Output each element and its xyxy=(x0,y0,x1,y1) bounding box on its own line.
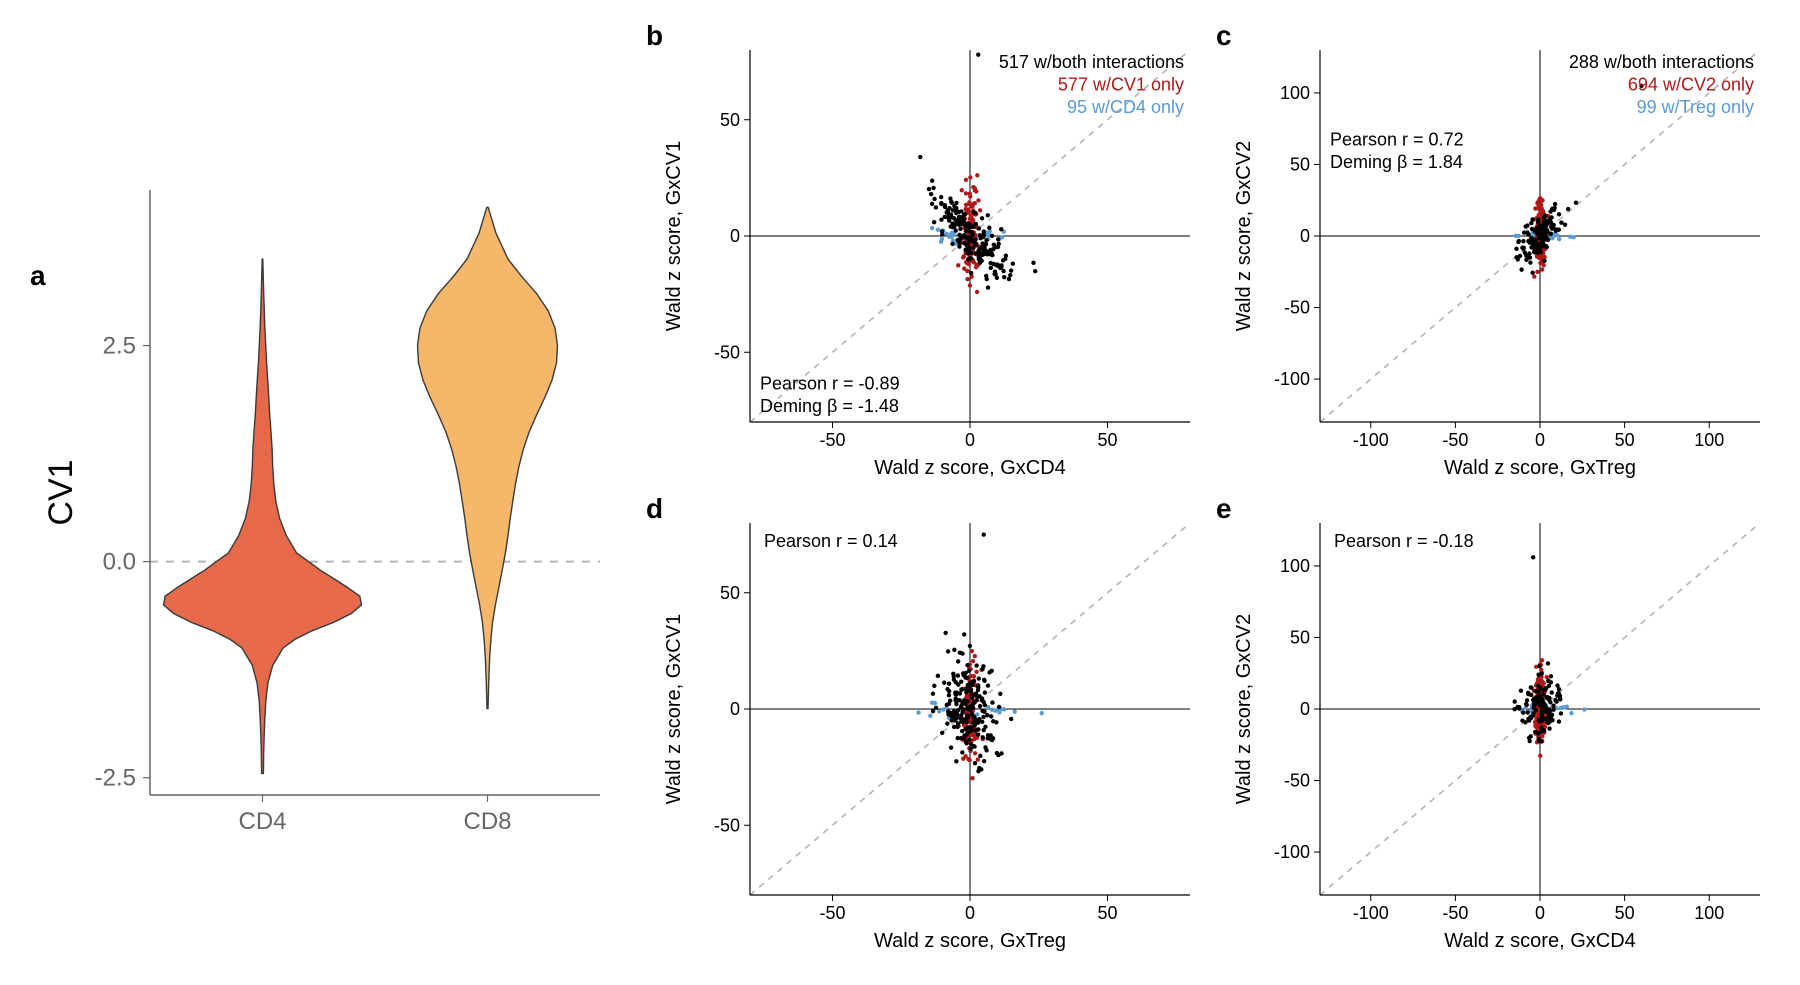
panel-label-c: c xyxy=(1216,20,1232,52)
svg-text:-50: -50 xyxy=(714,342,740,362)
panel-a-region: a -2.5 0.0 2.5 CD4 CD8 CV1 xyxy=(20,20,640,965)
svg-text:0: 0 xyxy=(1535,903,1545,923)
svg-text:Pearson r = -0.89: Pearson r = -0.89 xyxy=(760,374,900,394)
svg-text:-50: -50 xyxy=(1284,298,1310,318)
svg-text:Pearson r = -0.18: Pearson r = -0.18 xyxy=(1334,531,1474,551)
svg-text:Pearson r = 0.72: Pearson r = 0.72 xyxy=(1330,130,1464,150)
svg-text:Wald z score, GxTreg: Wald z score, GxTreg xyxy=(1444,457,1636,479)
svg-text:-50: -50 xyxy=(819,903,845,923)
svg-text:50: 50 xyxy=(1615,430,1635,450)
svg-text:0: 0 xyxy=(965,903,975,923)
panel-d-cell: d -50 0 50 -50 0 50 Wald z score, GxTreg Wald z… xyxy=(640,493,1210,966)
svg-text:50: 50 xyxy=(720,582,740,602)
svg-text:CD8: CD8 xyxy=(463,808,511,835)
svg-text:-100: -100 xyxy=(1274,369,1310,389)
scatter-b: -50 0 50 -50 0 50 Wald z score, GxCD4 Wald z sc… xyxy=(640,20,1210,492)
svg-text:100: 100 xyxy=(1280,555,1310,575)
svg-text:0: 0 xyxy=(1535,430,1545,450)
svg-text:100: 100 xyxy=(1694,430,1724,450)
panel-label-d: d xyxy=(646,493,663,525)
svg-text:50: 50 xyxy=(1290,154,1310,174)
svg-text:0: 0 xyxy=(730,226,740,246)
right-grid: b -50 0 50 -50 0 50 Wald z score, GxCD4 Wald z … xyxy=(640,20,1780,965)
svg-text:50: 50 xyxy=(1615,903,1635,923)
svg-text:Wald z score, GxCV2: Wald z score, GxCV2 xyxy=(1233,613,1255,803)
panel-c-cell: c -100 -50 0 50 100 -100 -50 0 50 100 Wald z score… xyxy=(1210,20,1780,493)
svg-text:99 w/Treg only: 99 w/Treg only xyxy=(1637,97,1754,117)
svg-text:-2.5: -2.5 xyxy=(95,765,136,792)
svg-text:288 w/both interactions: 288 w/both interactions xyxy=(1569,52,1754,72)
svg-text:-50: -50 xyxy=(1284,770,1310,790)
svg-text:694 w/CV2 only: 694 w/CV2 only xyxy=(1628,75,1754,95)
svg-text:Deming β = 1.84: Deming β = 1.84 xyxy=(1330,152,1463,172)
panel-b-cell: b -50 0 50 -50 0 50 Wald z score, GxCD4 Wald z … xyxy=(640,20,1210,493)
svg-text:-50: -50 xyxy=(1442,430,1468,450)
svg-text:50: 50 xyxy=(1097,903,1117,923)
svg-text:Wald z score, GxCV1: Wald z score, GxCV1 xyxy=(663,613,685,803)
svg-text:-100: -100 xyxy=(1353,430,1389,450)
svg-text:Wald z score, GxTreg: Wald z score, GxTreg xyxy=(874,930,1066,952)
svg-text:CV1: CV1 xyxy=(42,459,80,525)
svg-text:0: 0 xyxy=(1300,699,1310,719)
svg-text:Pearson r = 0.14: Pearson r = 0.14 xyxy=(764,531,898,551)
scatter-e: -100 -50 0 50 100 -100 -50 0 50 100 Wald z score, … xyxy=(1210,493,1780,965)
panel-label-b: b xyxy=(646,20,663,52)
svg-text:0: 0 xyxy=(730,699,740,719)
svg-text:0.0: 0.0 xyxy=(103,549,136,576)
svg-text:Wald z score, GxCD4: Wald z score, GxCD4 xyxy=(1444,930,1636,952)
svg-text:CD4: CD4 xyxy=(238,808,286,835)
svg-text:100: 100 xyxy=(1694,903,1724,923)
svg-text:-50: -50 xyxy=(819,430,845,450)
svg-text:Deming β = -1.48: Deming β = -1.48 xyxy=(760,396,899,416)
svg-text:50: 50 xyxy=(1290,627,1310,647)
svg-text:0: 0 xyxy=(1300,226,1310,246)
panel-label-a: a xyxy=(30,260,46,292)
svg-text:2.5: 2.5 xyxy=(103,333,136,360)
svg-text:Wald z score, GxCD4: Wald z score, GxCD4 xyxy=(874,457,1066,479)
svg-text:Wald z score, GxCV2: Wald z score, GxCV2 xyxy=(1233,141,1255,331)
figure-container: a -2.5 0.0 2.5 CD4 CD8 CV1 b -50 0 50 -50 0 50 Wald… xyxy=(20,20,1780,965)
svg-text:517 w/both interactions: 517 w/both interactions xyxy=(999,52,1184,72)
svg-text:95 w/CD4 only: 95 w/CD4 only xyxy=(1067,97,1184,117)
svg-text:-50: -50 xyxy=(714,815,740,835)
violin-plot: -2.5 0.0 2.5 CD4 CD8 CV1 xyxy=(20,20,640,965)
svg-text:-100: -100 xyxy=(1274,842,1310,862)
svg-text:100: 100 xyxy=(1280,83,1310,103)
panel-label-e: e xyxy=(1216,493,1232,525)
scatter-d: -50 0 50 -50 0 50 Wald z score, GxTreg Wald z s… xyxy=(640,493,1210,965)
scatter-c: -100 -50 0 50 100 -100 -50 0 50 100 Wald z score, … xyxy=(1210,20,1780,492)
svg-text:0: 0 xyxy=(965,430,975,450)
svg-text:Wald z score, GxCV1: Wald z score, GxCV1 xyxy=(663,141,685,331)
svg-text:50: 50 xyxy=(1097,430,1117,450)
svg-text:50: 50 xyxy=(720,110,740,130)
svg-text:577 w/CV1 only: 577 w/CV1 only xyxy=(1058,75,1184,95)
svg-text:-100: -100 xyxy=(1353,903,1389,923)
svg-text:-50: -50 xyxy=(1442,903,1468,923)
panel-e-cell: e -100 -50 0 50 100 -100 -50 0 50 100 Wald z score… xyxy=(1210,493,1780,966)
